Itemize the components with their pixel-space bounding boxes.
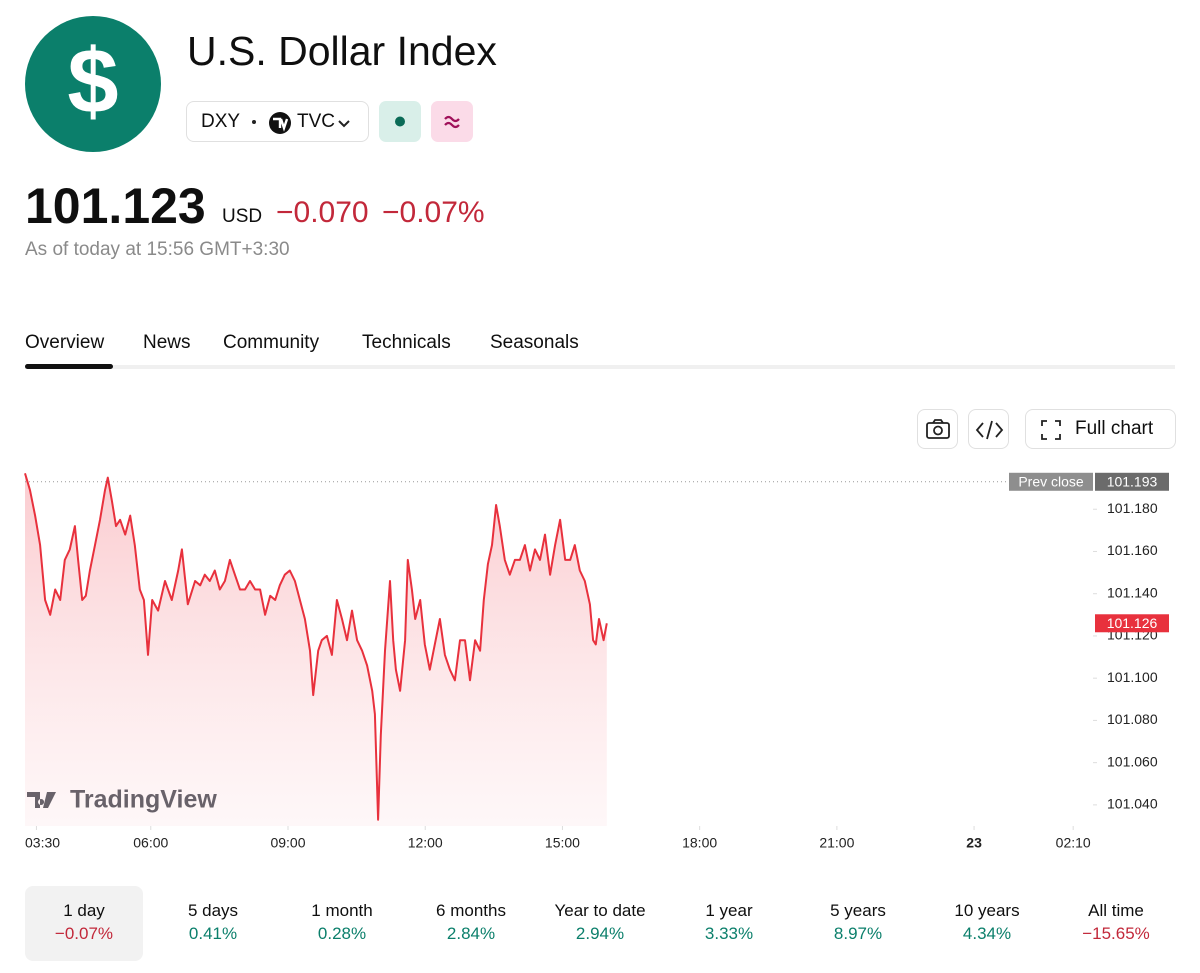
period-change: 3.33% [704,924,754,943]
symbol-selector[interactable]: DXY TVC [186,101,369,142]
period-selected [25,886,143,961]
full-chart-button[interactable]: Full chart [1025,409,1176,449]
y-tick-label: 101.140 [1107,584,1158,600]
tab-rule [25,365,1175,369]
last-price: 101.126 [1107,615,1158,631]
symbol: DXY [201,111,241,132]
x-tick-label: 06:00 [133,835,168,851]
y-tick-label: 101.100 [1107,669,1158,685]
tab[interactable]: Community [223,332,320,353]
last-price-tag [1095,614,1169,633]
market-status[interactable] [379,101,421,142]
tab[interactable]: News [143,332,191,353]
embed-button[interactable] [968,409,1009,449]
period-label[interactable]: 1 year [705,901,753,920]
y-tick-label: 101.060 [1107,753,1158,769]
title: U.S. Dollar Index [187,28,497,74]
period-change: −0.07% [54,924,114,943]
chart: 101.040101.060101.080101.100101.120101.1… [24,472,1169,851]
period-label[interactable]: Year to date [554,901,646,920]
y-tick-label: 101.080 [1107,711,1158,727]
x-tick-label: 02:10 [1056,835,1091,851]
period-label[interactable]: 1 month [311,901,373,920]
logo: $ [25,16,161,152]
currency: USD [222,206,263,227]
period-label[interactable]: 10 years [954,901,1020,920]
period-label[interactable]: 6 months [436,901,506,920]
x-tick-label: 03:30 [25,835,60,851]
period-change: −15.65% [1082,924,1150,943]
x-tick-label: 18:00 [682,835,717,851]
exchange: TVC [297,111,335,132]
period-change: 8.97% [833,924,883,943]
full-chart-label: Full chart [1075,418,1154,439]
x-tick-label: 12:00 [408,835,443,851]
prev-close-value-tag [1095,472,1169,491]
line [24,473,608,821]
prev-close-label: Prev close [1018,473,1084,489]
delayed-badge[interactable] [431,101,473,142]
full-chart-icon [1041,420,1061,440]
x-tick-label: 09:00 [270,835,305,851]
y-tick-label: 101.180 [1107,500,1158,516]
period-label[interactable]: All time [1088,901,1144,920]
period-label[interactable]: 1 day [63,901,105,920]
period-change: 2.94% [575,924,625,943]
x-tick-label: 15:00 [545,835,580,851]
period-label[interactable]: 5 years [830,901,886,920]
snapshot-button[interactable] [917,409,958,449]
period-change: 2.84% [446,924,496,943]
y-tick-label: 101.160 [1107,542,1158,558]
prev-close-tag [1009,472,1093,491]
tab-indicator [25,364,113,369]
prev-close-value: 101.193 [1107,473,1158,489]
tab[interactable]: Overview [25,332,105,353]
period-change: 0.28% [317,924,367,943]
change: −0.070 [276,196,369,229]
x-tick-label: 23 [966,835,982,851]
period-change: 0.41% [188,924,238,943]
as-of: As of today at 15:56 GMT+3:30 [25,239,290,260]
exchange-icons [252,112,350,134]
x-tick-label: 21:00 [819,835,854,851]
logo-symbol: $ [67,30,118,132]
tab[interactable]: Technicals [362,332,451,353]
tab[interactable]: Seasonals [490,332,579,353]
area [25,473,607,826]
change-percent: −0.07% [382,196,485,229]
price: 101.123 [25,178,206,234]
y-tick-label: 101.040 [1107,796,1158,812]
period-change: 4.34% [962,924,1012,943]
period-label[interactable]: 5 days [187,901,239,920]
